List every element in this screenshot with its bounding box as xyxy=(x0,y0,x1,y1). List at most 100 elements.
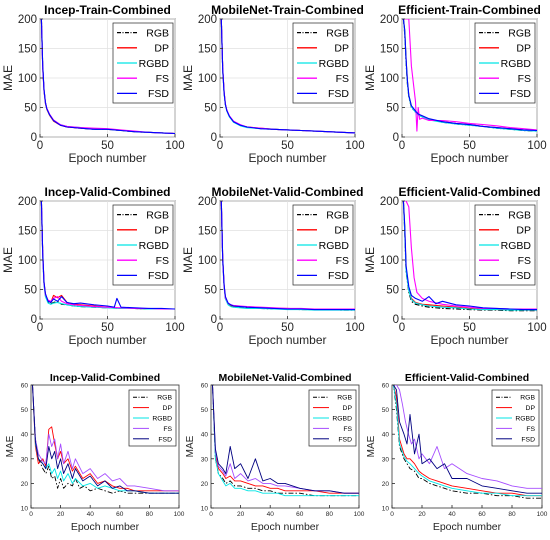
series-line-rgb xyxy=(212,385,359,497)
legend-label-fsd: FSD xyxy=(148,270,169,282)
y-axis-label: MAE xyxy=(363,247,377,273)
x-tick-label: 40 xyxy=(448,511,456,518)
y-tick-label: 20 xyxy=(21,481,29,488)
y-tick-label: 20 xyxy=(382,481,390,488)
legend-label-rgbd: RGBD xyxy=(139,240,170,252)
y-axis-label: MAE xyxy=(181,247,195,273)
series-group xyxy=(220,201,355,311)
x-axis-label: Epoch number xyxy=(248,333,326,347)
x-tick-label: 100 xyxy=(165,140,184,152)
x-tick-label: 50 xyxy=(463,140,476,152)
legend-label-fs: FS xyxy=(156,73,169,85)
series-line-fsd xyxy=(212,385,359,494)
y-tick-label: 150 xyxy=(198,226,217,238)
legend-label-dp: DP xyxy=(154,43,169,55)
series-line-fsd xyxy=(220,19,355,134)
y-tick-label: 60 xyxy=(21,383,29,390)
x-tick-label: 0 xyxy=(399,140,405,152)
y-tick-label: 50 xyxy=(21,407,29,414)
y-tick-label: 150 xyxy=(18,226,37,238)
series-line-rgb xyxy=(32,385,179,494)
series-group xyxy=(212,385,359,497)
y-tick-label: 40 xyxy=(21,432,29,439)
x-axis-label: Epoch number xyxy=(251,521,320,533)
series-line-fsd xyxy=(402,19,537,132)
series-line-fs xyxy=(32,385,179,492)
y-tick-label: 40 xyxy=(382,432,390,439)
chart-panel-9: 0 20 40 60 80 100 10 20 30 40 50 60 Efficient-Valid-… xyxy=(366,372,548,533)
legend-label-dp: DP xyxy=(516,43,531,55)
y-tick-label: 200 xyxy=(380,196,399,208)
chart-panel-3: 0 50 100 0 50 100 150 200Efficient-Train-Combin… xyxy=(363,3,547,165)
chart-title: MobileNet-Valid-Combined xyxy=(211,185,363,199)
legend: RGB DP RGBD FS FSD xyxy=(491,389,540,447)
x-axis-label: Epoch number xyxy=(68,151,146,165)
x-tick-label: 100 xyxy=(527,322,546,334)
legend-label-dp: DP xyxy=(154,225,169,237)
x-tick-label: 80 xyxy=(508,511,516,518)
legend-label-rgb: RGB xyxy=(326,209,349,221)
y-tick-label: 100 xyxy=(380,255,399,267)
chart-title: Efficient-Valid-Combined xyxy=(405,372,529,384)
y-axis-label: MAE xyxy=(181,65,195,91)
legend-label-rgb: RGB xyxy=(508,27,531,39)
y-tick-label: 50 xyxy=(24,103,37,115)
x-tick-label: 60 xyxy=(478,511,486,518)
legend: RGB DP RGBD FS FSD xyxy=(112,22,174,104)
y-tick-label: 0 xyxy=(211,132,217,144)
legend-label-rgbd: RGBD xyxy=(501,240,532,252)
x-tick-label: 50 xyxy=(101,322,114,334)
y-tick-label: 200 xyxy=(198,196,217,208)
legend-label-rgb: RGB xyxy=(337,395,352,402)
y-tick-label: 0 xyxy=(393,132,399,144)
x-tick-label: 80 xyxy=(326,511,334,518)
series-group xyxy=(402,201,537,312)
y-tick-label: 30 xyxy=(382,456,390,463)
x-axis-label: Epoch number xyxy=(433,521,502,533)
chart-panel-6: 0 50 100 0 50 100 150 200Efficient-Valid-Combin… xyxy=(363,185,547,347)
x-tick-label: 100 xyxy=(345,322,364,334)
legend-label-rgbd: RGBD xyxy=(332,416,352,423)
legend: RGB DP RGBD FS FSD xyxy=(308,389,357,447)
y-tick-label: 60 xyxy=(201,383,209,390)
legend-label-fs: FS xyxy=(163,426,172,433)
legend-label-fs: FS xyxy=(526,426,535,433)
legend-label-dp: DP xyxy=(334,225,349,237)
chart-title: Incep-Train-Combined xyxy=(44,3,171,17)
legend-label-rgb: RGB xyxy=(146,27,169,39)
x-tick-label: 80 xyxy=(146,511,154,518)
legend-label-fs: FS xyxy=(336,255,349,267)
legend-label-fsd: FSD xyxy=(148,88,169,100)
series-line-rgbd xyxy=(212,385,359,497)
x-tick-label: 50 xyxy=(281,140,294,152)
y-tick-label: 50 xyxy=(382,407,390,414)
series-group xyxy=(40,19,175,135)
x-tick-label: 0 xyxy=(217,140,223,152)
chart-panel-1: 0 50 100 0 50 100 150 200 Incep-Train-Combined Ep… xyxy=(1,3,185,165)
x-tick-label: 0 xyxy=(399,322,405,334)
y-tick-label: 200 xyxy=(18,196,37,208)
y-tick-label: 30 xyxy=(201,456,209,463)
legend-label-rgbd: RGBD xyxy=(319,58,350,70)
y-tick-label: 50 xyxy=(24,285,37,297)
y-tick-label: 150 xyxy=(380,44,399,56)
y-axis-label: MAE xyxy=(1,247,15,273)
legend-label-rgb: RGB xyxy=(326,27,349,39)
y-tick-label: 0 xyxy=(31,132,37,144)
y-tick-label: 10 xyxy=(382,506,390,513)
x-axis-label: Epoch number xyxy=(71,521,140,533)
x-axis-label: Epoch number xyxy=(430,333,508,347)
legend-label-fsd: FSD xyxy=(328,88,349,100)
legend-label-rgb: RGB xyxy=(520,395,535,402)
legend-label-rgbd: RGBD xyxy=(139,58,170,70)
legend-label-fsd: FSD xyxy=(521,436,535,443)
x-tick-label: 40 xyxy=(267,511,275,518)
series-line-fs xyxy=(393,385,542,489)
series-group xyxy=(220,19,355,134)
legend-label-rgb: RGB xyxy=(508,209,531,221)
y-tick-label: 100 xyxy=(380,73,399,85)
series-line-rgbd xyxy=(393,385,542,497)
y-axis-label: MAE xyxy=(363,65,377,91)
y-tick-label: 50 xyxy=(204,103,217,115)
series-line-fsd xyxy=(40,201,175,310)
